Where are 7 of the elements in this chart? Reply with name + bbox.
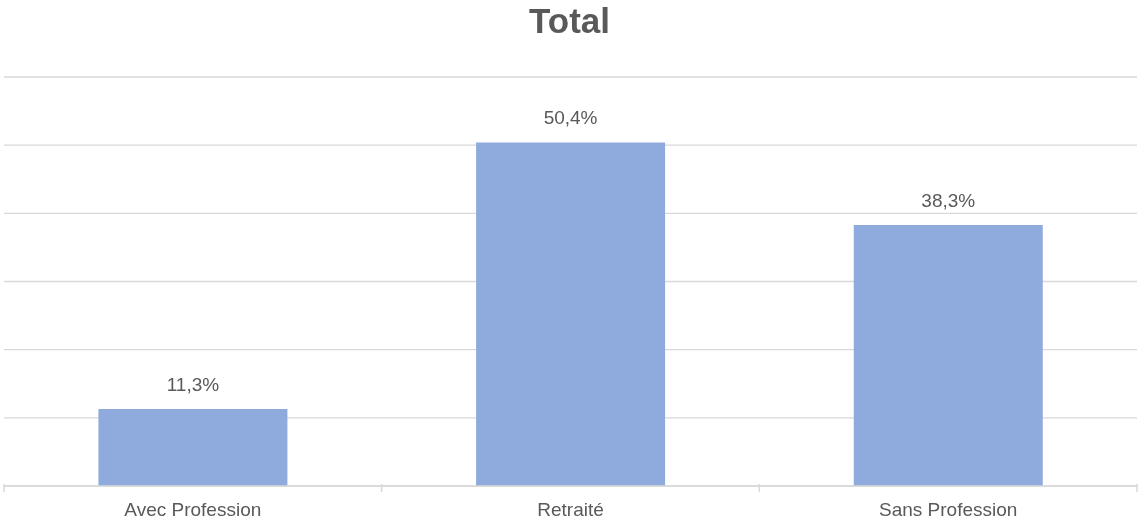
data-label: 38,3% [921, 189, 976, 211]
x-tick-label: Retraité [537, 499, 604, 520]
x-tick-label: Avec Profession [124, 499, 262, 520]
chart-title: Total [528, 0, 611, 42]
data-label: 50,4% [543, 107, 598, 129]
x-tick-label: Sans Profession [878, 499, 1018, 520]
data-label: 11,3% [166, 373, 220, 395]
